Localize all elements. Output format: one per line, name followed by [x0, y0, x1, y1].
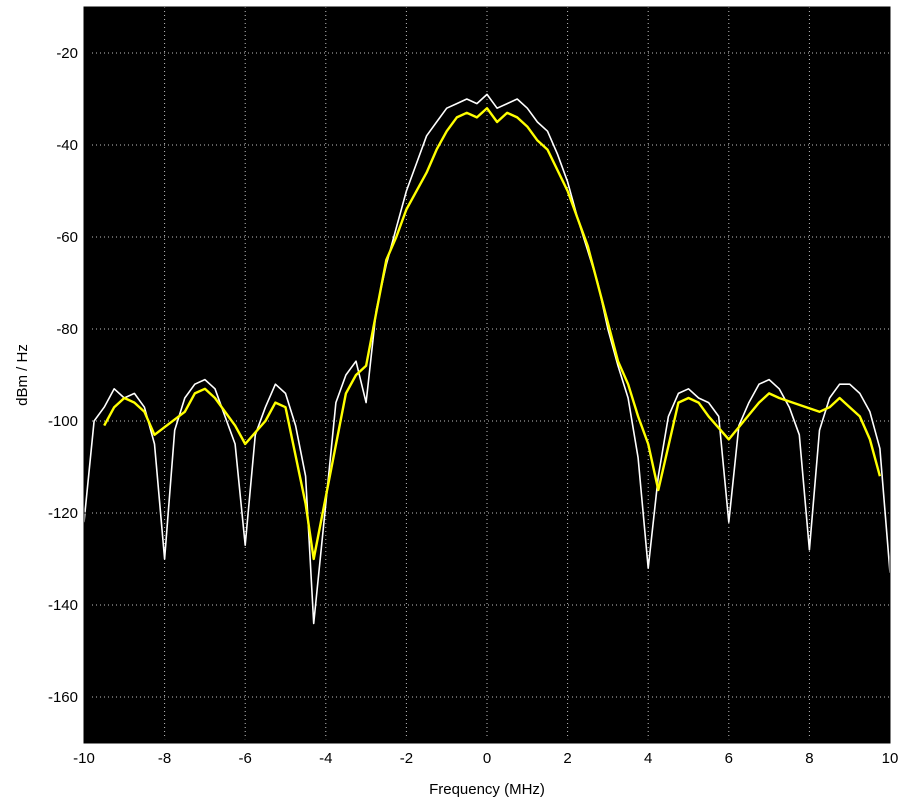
y-tick-label: -120: [48, 505, 78, 522]
y-axis-label: dBm / Hz: [14, 344, 31, 406]
x-tick-label: 4: [644, 750, 652, 767]
series-layer: [83, 93, 891, 625]
x-tick-label: -2: [400, 750, 413, 767]
x-tick-label: 8: [805, 750, 813, 767]
x-tick-label: 6: [725, 750, 733, 767]
x-tick-label: 2: [563, 750, 571, 767]
y-tick-label: -40: [56, 137, 78, 154]
y-tick-label: -60: [56, 229, 78, 246]
series-line-1: [103, 106, 882, 561]
x-axis: -10 -8 -6 -4 -2 0 2 4 6 8 10: [73, 737, 898, 767]
x-tick-label: 10: [882, 750, 899, 767]
x-axis-label: Frequency (MHz): [429, 781, 545, 798]
y-tick-label: -140: [48, 597, 78, 614]
series-line-0: [83, 93, 891, 625]
grid: [84, 7, 890, 743]
plot-frame: [83, 6, 891, 744]
x-tick-label: -10: [73, 750, 95, 767]
y-axis: -20 -40 -60 -80 -100 -120 -140 -160: [48, 45, 90, 706]
y-tick-label: -160: [48, 689, 78, 706]
y-tick-label: -100: [48, 413, 78, 430]
x-tick-label: -8: [158, 750, 171, 767]
y-tick-label: -20: [56, 45, 78, 62]
y-tick-label: -80: [56, 321, 78, 338]
x-tick-label: -6: [239, 750, 252, 767]
x-tick-label: -4: [319, 750, 332, 767]
x-tick-label: 0: [483, 750, 491, 767]
